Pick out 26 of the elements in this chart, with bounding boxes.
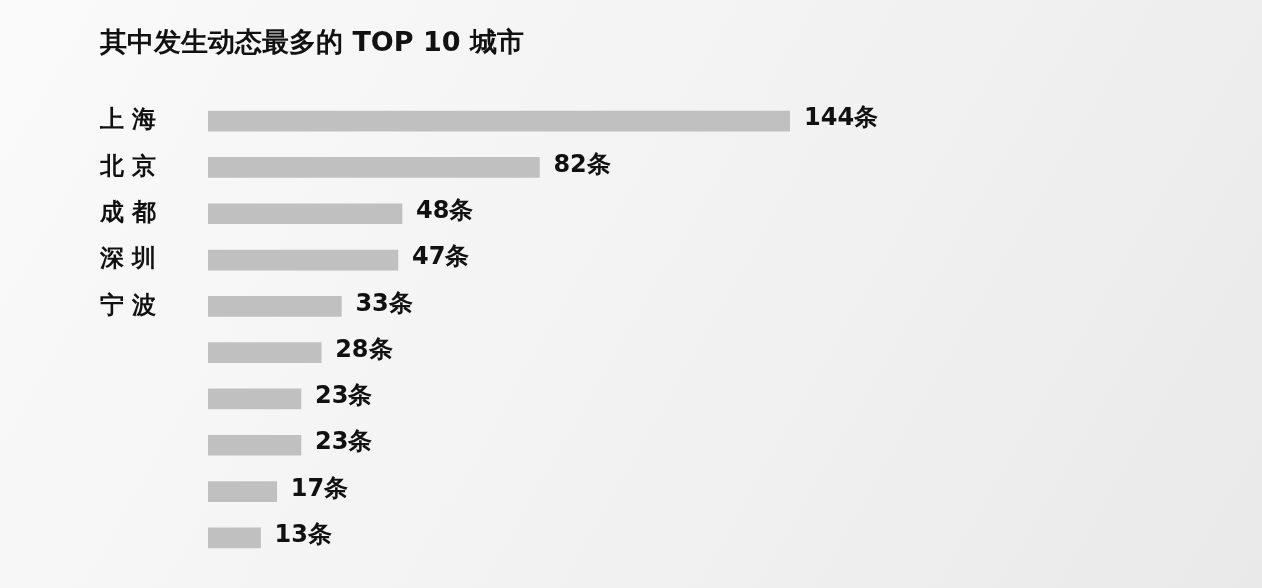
data-label: 47条 bbox=[411, 242, 470, 271]
y-tick-label: 深 圳 bbox=[99, 244, 157, 273]
data-label: 23条 bbox=[314, 381, 373, 410]
bar bbox=[208, 434, 302, 456]
bar bbox=[208, 342, 322, 363]
bar bbox=[208, 110, 790, 132]
data-label: 82条 bbox=[553, 149, 611, 178]
data-label: 33条 bbox=[355, 288, 413, 317]
bar bbox=[208, 481, 278, 502]
bar bbox=[208, 296, 342, 317]
bar bbox=[208, 249, 399, 271]
bar bbox=[208, 157, 540, 178]
bar bbox=[208, 203, 403, 225]
y-tick-label: 上 海 bbox=[99, 105, 157, 134]
data-label: 17条 bbox=[290, 473, 349, 502]
data-label: 23条 bbox=[314, 427, 373, 456]
y-tick-label: 北 京 bbox=[99, 151, 157, 180]
bar bbox=[208, 388, 302, 410]
data-label: 144条 bbox=[804, 103, 879, 132]
y-tick-label: 成 都 bbox=[99, 197, 157, 226]
chart-title: 其中发生动态最多的 TOP 10 城市 bbox=[100, 25, 524, 59]
bar bbox=[208, 527, 261, 549]
data-label: 28条 bbox=[335, 334, 393, 363]
y-tick-label: 宁 波 bbox=[100, 290, 157, 319]
data-label: 13条 bbox=[274, 520, 332, 549]
data-label: 48条 bbox=[416, 195, 474, 224]
